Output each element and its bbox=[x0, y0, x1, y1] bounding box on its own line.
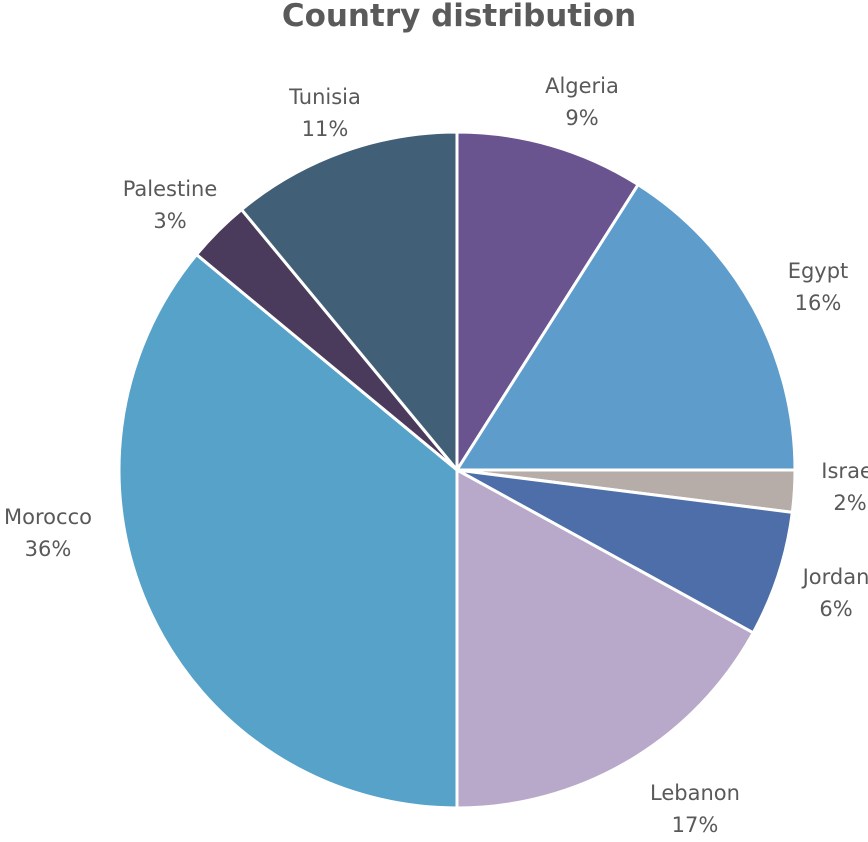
slice-label-tunisia: Tunisia bbox=[288, 85, 361, 109]
slice-value-label-egypt: 16% bbox=[795, 291, 842, 315]
slice-label-algeria: Algeria bbox=[545, 74, 619, 98]
slice-label-palestine: Palestine bbox=[123, 177, 218, 201]
pie-slice-egypt bbox=[454, 182, 797, 472]
pie-slice-jordan bbox=[456, 468, 795, 635]
slice-label-lebanon: Lebanon bbox=[650, 781, 740, 805]
slice-label-morocco: Morocco bbox=[4, 505, 92, 529]
slice-value-label-palestine: 3% bbox=[153, 209, 186, 233]
slice-value-label-algeria: 9% bbox=[565, 106, 598, 130]
slice-label-jordan: Jordan bbox=[801, 565, 868, 589]
slice-value-label-jordan: 6% bbox=[819, 597, 852, 621]
slice-value-label-morocco: 36% bbox=[25, 537, 72, 561]
slice-label-israel: Israel bbox=[821, 459, 868, 483]
pie-slice-morocco bbox=[117, 252, 459, 810]
slice-value-label-lebanon: 17% bbox=[672, 813, 719, 837]
slice-value-label-tunisia: 11% bbox=[302, 117, 349, 141]
pie-slice-lebanon bbox=[455, 467, 756, 810]
slice-value-label-israel: 2% bbox=[833, 491, 866, 515]
slice-label-egypt: Egypt bbox=[788, 259, 849, 283]
pie-slice-tunisia bbox=[239, 130, 459, 475]
chart-title: Country distribution bbox=[281, 0, 637, 34]
pie-slice-algeria bbox=[455, 130, 641, 476]
